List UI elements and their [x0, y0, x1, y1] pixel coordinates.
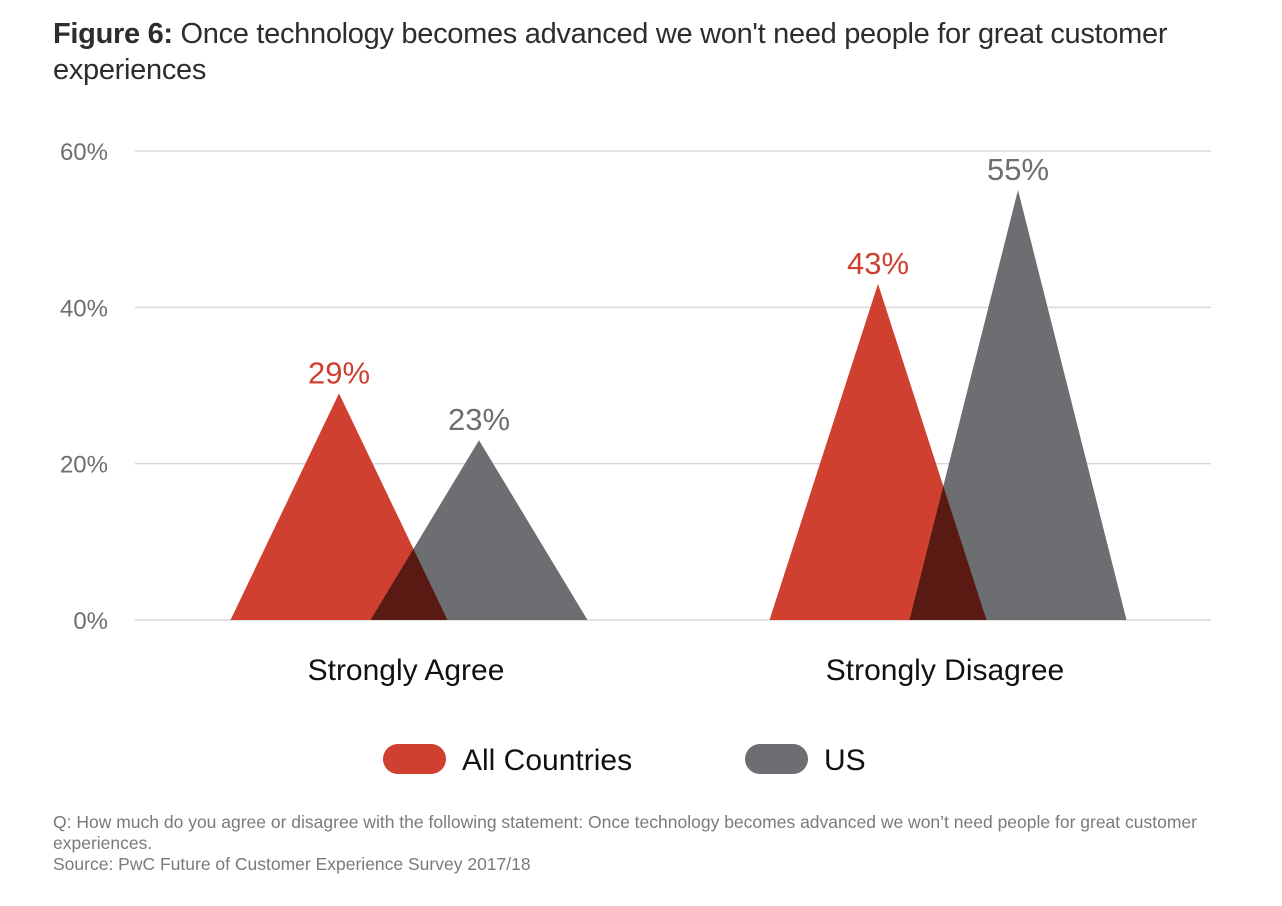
- legend: All Countries US: [383, 744, 866, 777]
- overlap-strongly-agree: [370, 440, 448, 620]
- legend-item-us: US: [745, 744, 866, 777]
- chart-footnotes: Q: How much do you agree or disagree wit…: [53, 812, 1233, 875]
- x-axis-category-labels: Strongly Agree Strongly Disagree: [308, 654, 1065, 687]
- chart-title: Figure 6: Once technology becomes advanc…: [53, 16, 1183, 88]
- data-label-us-strongly-disagree: 55%: [987, 152, 1049, 187]
- legend-swatch: [745, 744, 808, 774]
- y-axis-tick-labels: 0% 20% 40% 60%: [60, 139, 108, 635]
- legend-item-all-countries: All Countries: [383, 744, 632, 777]
- triangle-all-countries-strongly-agree: [230, 393, 448, 620]
- y-tick-label: 0%: [73, 608, 108, 635]
- triangle-bar-chart: 0%20%40%60% 29%23%43%55% Strongly Agree S…: [60, 139, 1211, 777]
- y-tick-label: 40%: [60, 295, 108, 322]
- x-category-label-strongly-disagree: Strongly Disagree: [826, 654, 1064, 687]
- chart-marks: [230, 190, 1127, 621]
- figure-label: Figure 6:: [53, 18, 173, 50]
- y-tick-label: 20%: [60, 452, 108, 479]
- data-label-us-strongly-agree: 23%: [448, 402, 510, 437]
- legend-label: All Countries: [462, 744, 632, 777]
- data-labels: 29% 23% 43% 55%: [308, 152, 1049, 437]
- data-label-all-countries-strongly-disagree: 43%: [847, 246, 909, 281]
- x-category-label-strongly-agree: Strongly Agree: [308, 654, 505, 687]
- triangle-us-strongly-disagree: [909, 190, 1127, 621]
- figure-title-text: Once technology becomes advanced we won'…: [53, 18, 1168, 86]
- legend-swatch: [383, 744, 446, 774]
- source-note: Source: PwC Future of Customer Experienc…: [53, 854, 531, 874]
- legend-label: US: [824, 744, 866, 777]
- survey-question-note: Q: How much do you agree or disagree wit…: [53, 812, 1197, 853]
- y-tick-label: 60%: [60, 139, 108, 166]
- data-label-all-countries-strongly-agree: 29%: [308, 355, 370, 390]
